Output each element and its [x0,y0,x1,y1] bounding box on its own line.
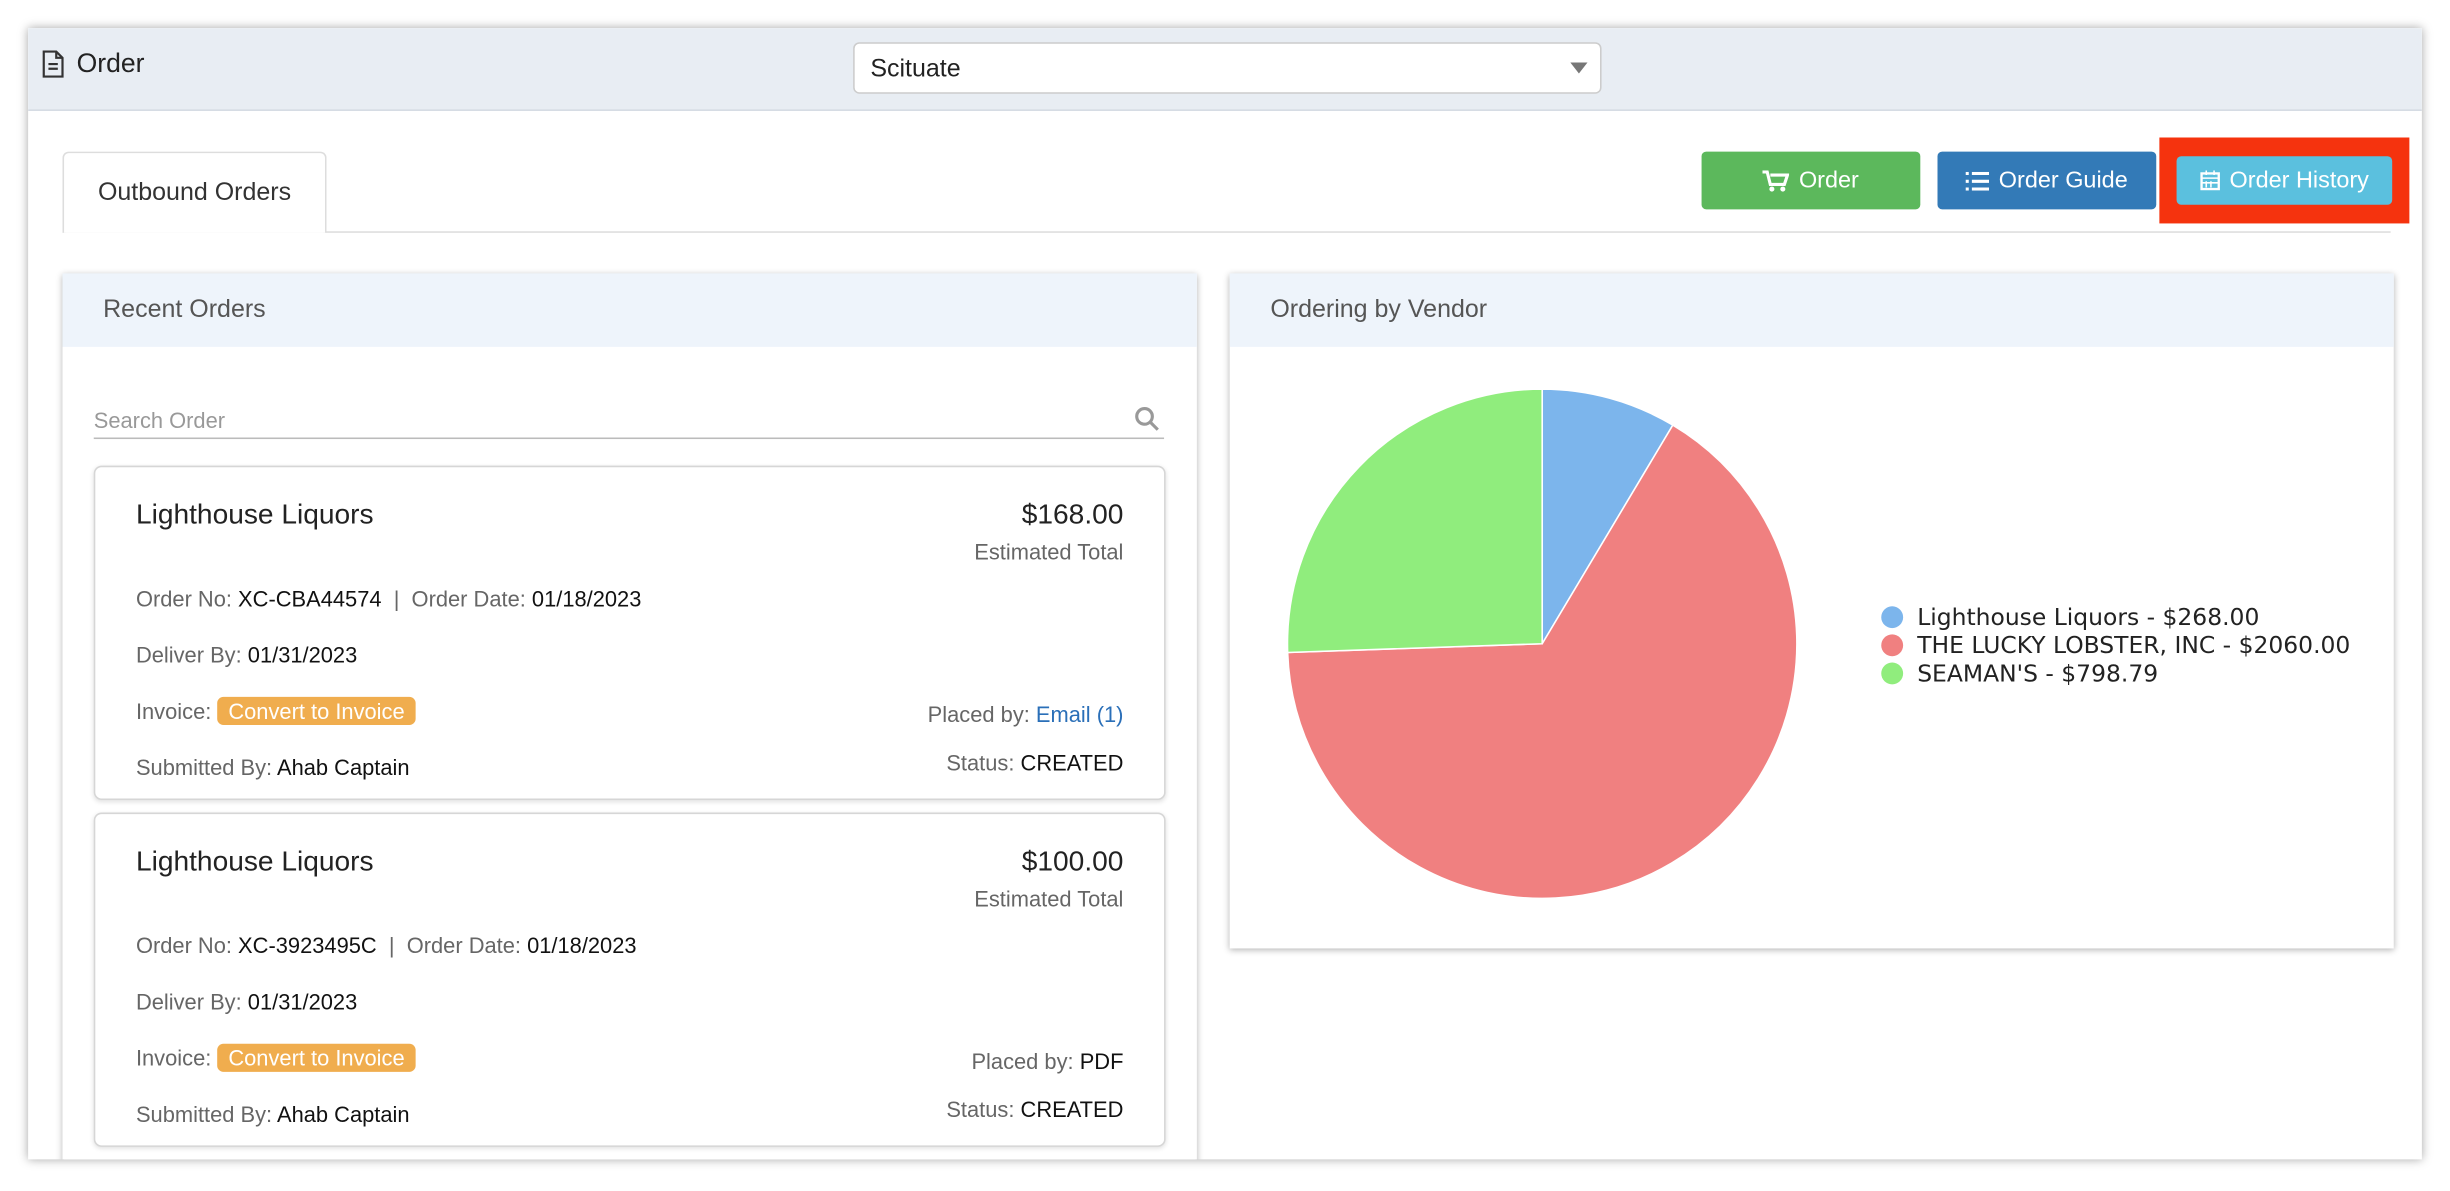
legend-label: THE LUCKY LOBSTER, INC - $2060.00 [1916,631,2350,659]
label: Submitted By: [135,754,273,780]
vendor-chart-panel: Ordering by Vendor Lighthouse Liquors - … [1229,273,2394,949]
order-number: XC-CBA44574 [238,585,382,611]
vendor-name: Lighthouse Liquors [135,845,374,877]
tab-line [62,231,2391,233]
location-select[interactable]: Scituate [853,42,1602,94]
label: Order Date: [411,585,526,611]
label: Order No: [135,932,232,958]
top-bar: Order Scituate [28,28,2422,111]
deliver-date: 01/31/2023 [247,642,358,668]
legend-label: Lighthouse Liquors - $268.00 [1917,603,2259,631]
tab[interactable]: Outbound Orders [62,151,327,233]
button-label: Order Guide [1998,167,2128,194]
cart-icon [1763,169,1790,191]
pie-slice [1286,388,1543,654]
order-total: $168.00 [1021,498,1124,530]
order-total: $100.00 [1021,845,1124,877]
order-number: XC-3923495C [238,932,377,958]
label: Placed by: [971,1048,1074,1074]
calendar-icon [2200,170,2220,191]
label: Order Date: [406,932,521,958]
label: Invoice: [135,698,212,724]
list-icon [1965,171,1990,190]
button-label: Order [1798,167,1859,194]
legend-swatch [1881,606,1904,629]
document-icon [42,50,64,78]
app-window: Order Scituate Outbound Orders Order Ord… [28,28,2422,1160]
legend-swatch [1881,634,1904,657]
vendor-name: Lighthouse Liquors [135,498,374,530]
panel-title: Ordering by Vendor [1229,273,2394,347]
legend-label: SEAMAN'S - $798.79 [1917,659,2158,687]
order-guide-button[interactable]: Order Guide [1937,151,2157,210]
status: CREATED [1020,750,1124,775]
recent-orders-panel: Recent Orders Search Order Lighthouse Li… [62,273,1197,1160]
deliver-date: 01/31/2023 [247,989,358,1015]
order-history-button[interactable]: Order History [2176,156,2393,205]
panel-title: Recent Orders [62,273,1197,347]
label: Deliver By: [135,642,242,668]
total-caption: Estimated Total [974,539,1124,565]
order-button[interactable]: Order [1701,151,1921,210]
submitter: Ahab Captain [277,1101,410,1127]
pie-slice [1541,388,1674,647]
pie-slice [1286,424,1798,900]
label: Order No: [135,585,232,611]
order-date: 01/18/2023 [527,932,637,958]
search-input[interactable]: Search Order [93,403,1165,440]
placed-by: PDF [1079,1048,1124,1074]
status: CREATED [1020,1096,1124,1122]
total-caption: Estimated Total [974,885,1124,911]
order-date: 01/18/2023 [531,585,642,611]
search-icon [1135,407,1159,431]
search-placeholder: Search Order [93,407,226,433]
page-title: Order [76,48,145,79]
label: Placed by: [927,701,1030,727]
location-value: Scituate [870,56,961,83]
label: Submitted By: [135,1101,273,1127]
button-label: Order History [2229,167,2369,194]
label: Invoice: [135,1045,212,1071]
convert-invoice-button[interactable]: Convert to Invoice [217,1043,416,1072]
label: Status: [946,1096,1015,1122]
label: Status: [946,750,1015,775]
convert-invoice-button[interactable]: Convert to Invoice [217,696,416,725]
order-card[interactable]: Lighthouse Liquors $168.00 Estimated Tot… [93,465,1166,800]
submitter: Ahab Captain [277,754,410,780]
label: Deliver By: [135,989,242,1015]
placed-by[interactable]: Email (1) [1035,701,1124,727]
order-card[interactable]: Lighthouse Liquors $100.00 Estimated Tot… [93,812,1166,1147]
dropdown-arrow [1570,62,1588,74]
legend-swatch [1881,662,1904,685]
